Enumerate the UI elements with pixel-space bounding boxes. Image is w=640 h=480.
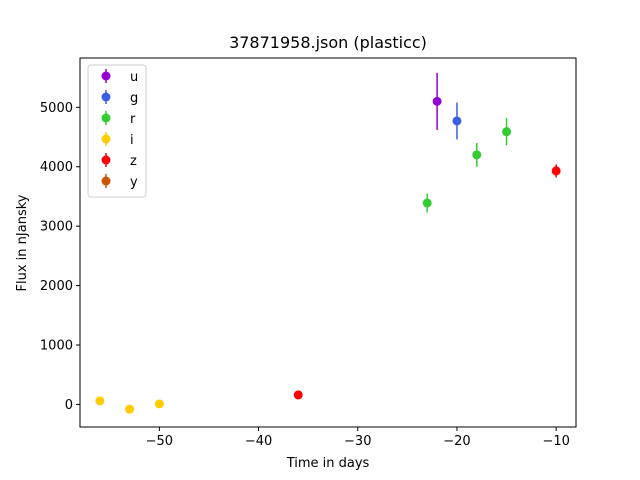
series-r (422, 118, 512, 213)
series-i (95, 396, 164, 414)
chart-title: 37871958.json (plasticc) (229, 33, 427, 52)
series-g (452, 102, 462, 140)
legend-marker-z (101, 155, 111, 165)
data-point-g (452, 116, 462, 126)
series-z (293, 164, 561, 400)
y-tick-label: 5000 (40, 101, 73, 116)
series-u (432, 72, 442, 130)
legend-marker-r (101, 113, 111, 123)
data-point-i (95, 396, 105, 406)
legend-marker-i (101, 134, 111, 144)
legend-marker-g (101, 92, 111, 102)
axes-frame (79, 57, 577, 428)
y-tick-label: 1000 (40, 339, 73, 354)
legend-label-r: r (130, 112, 136, 127)
data-point-i (154, 399, 164, 409)
y-tick-label: 3000 (40, 220, 73, 235)
data-point-r (472, 150, 482, 160)
data-point-r (422, 198, 432, 208)
legend-label-u: u (130, 70, 138, 85)
x-tick-label: −40 (245, 434, 272, 449)
legend-label-z: z (130, 154, 137, 169)
data-point-r (502, 127, 512, 137)
x-axis-label: Time in days (286, 456, 370, 471)
legend-label-g: g (130, 91, 138, 106)
x-tick-label: −50 (146, 434, 173, 449)
legend-marker-y (101, 176, 111, 186)
plot-area: −50 −40 −30 −20 −10 0 1000 2000 3000 4000 5000 (40, 57, 577, 449)
x-tick-label: −20 (443, 434, 470, 449)
data-point-z (551, 166, 561, 176)
x-tick-label: −30 (344, 434, 371, 449)
legend-marker-u (101, 71, 111, 81)
data-point-i (125, 404, 135, 414)
x-tick-label: −10 (542, 434, 569, 449)
y-tick-label: 0 (65, 398, 73, 413)
y-axis-label: Flux in nJansky (15, 194, 30, 291)
legend-label-y: y (130, 175, 138, 190)
data-point-u (432, 96, 442, 106)
y-tick-label: 4000 (40, 160, 73, 175)
legend-label-i: i (130, 133, 134, 148)
y-tick-label: 2000 (40, 279, 73, 294)
data-point-z (293, 390, 303, 400)
